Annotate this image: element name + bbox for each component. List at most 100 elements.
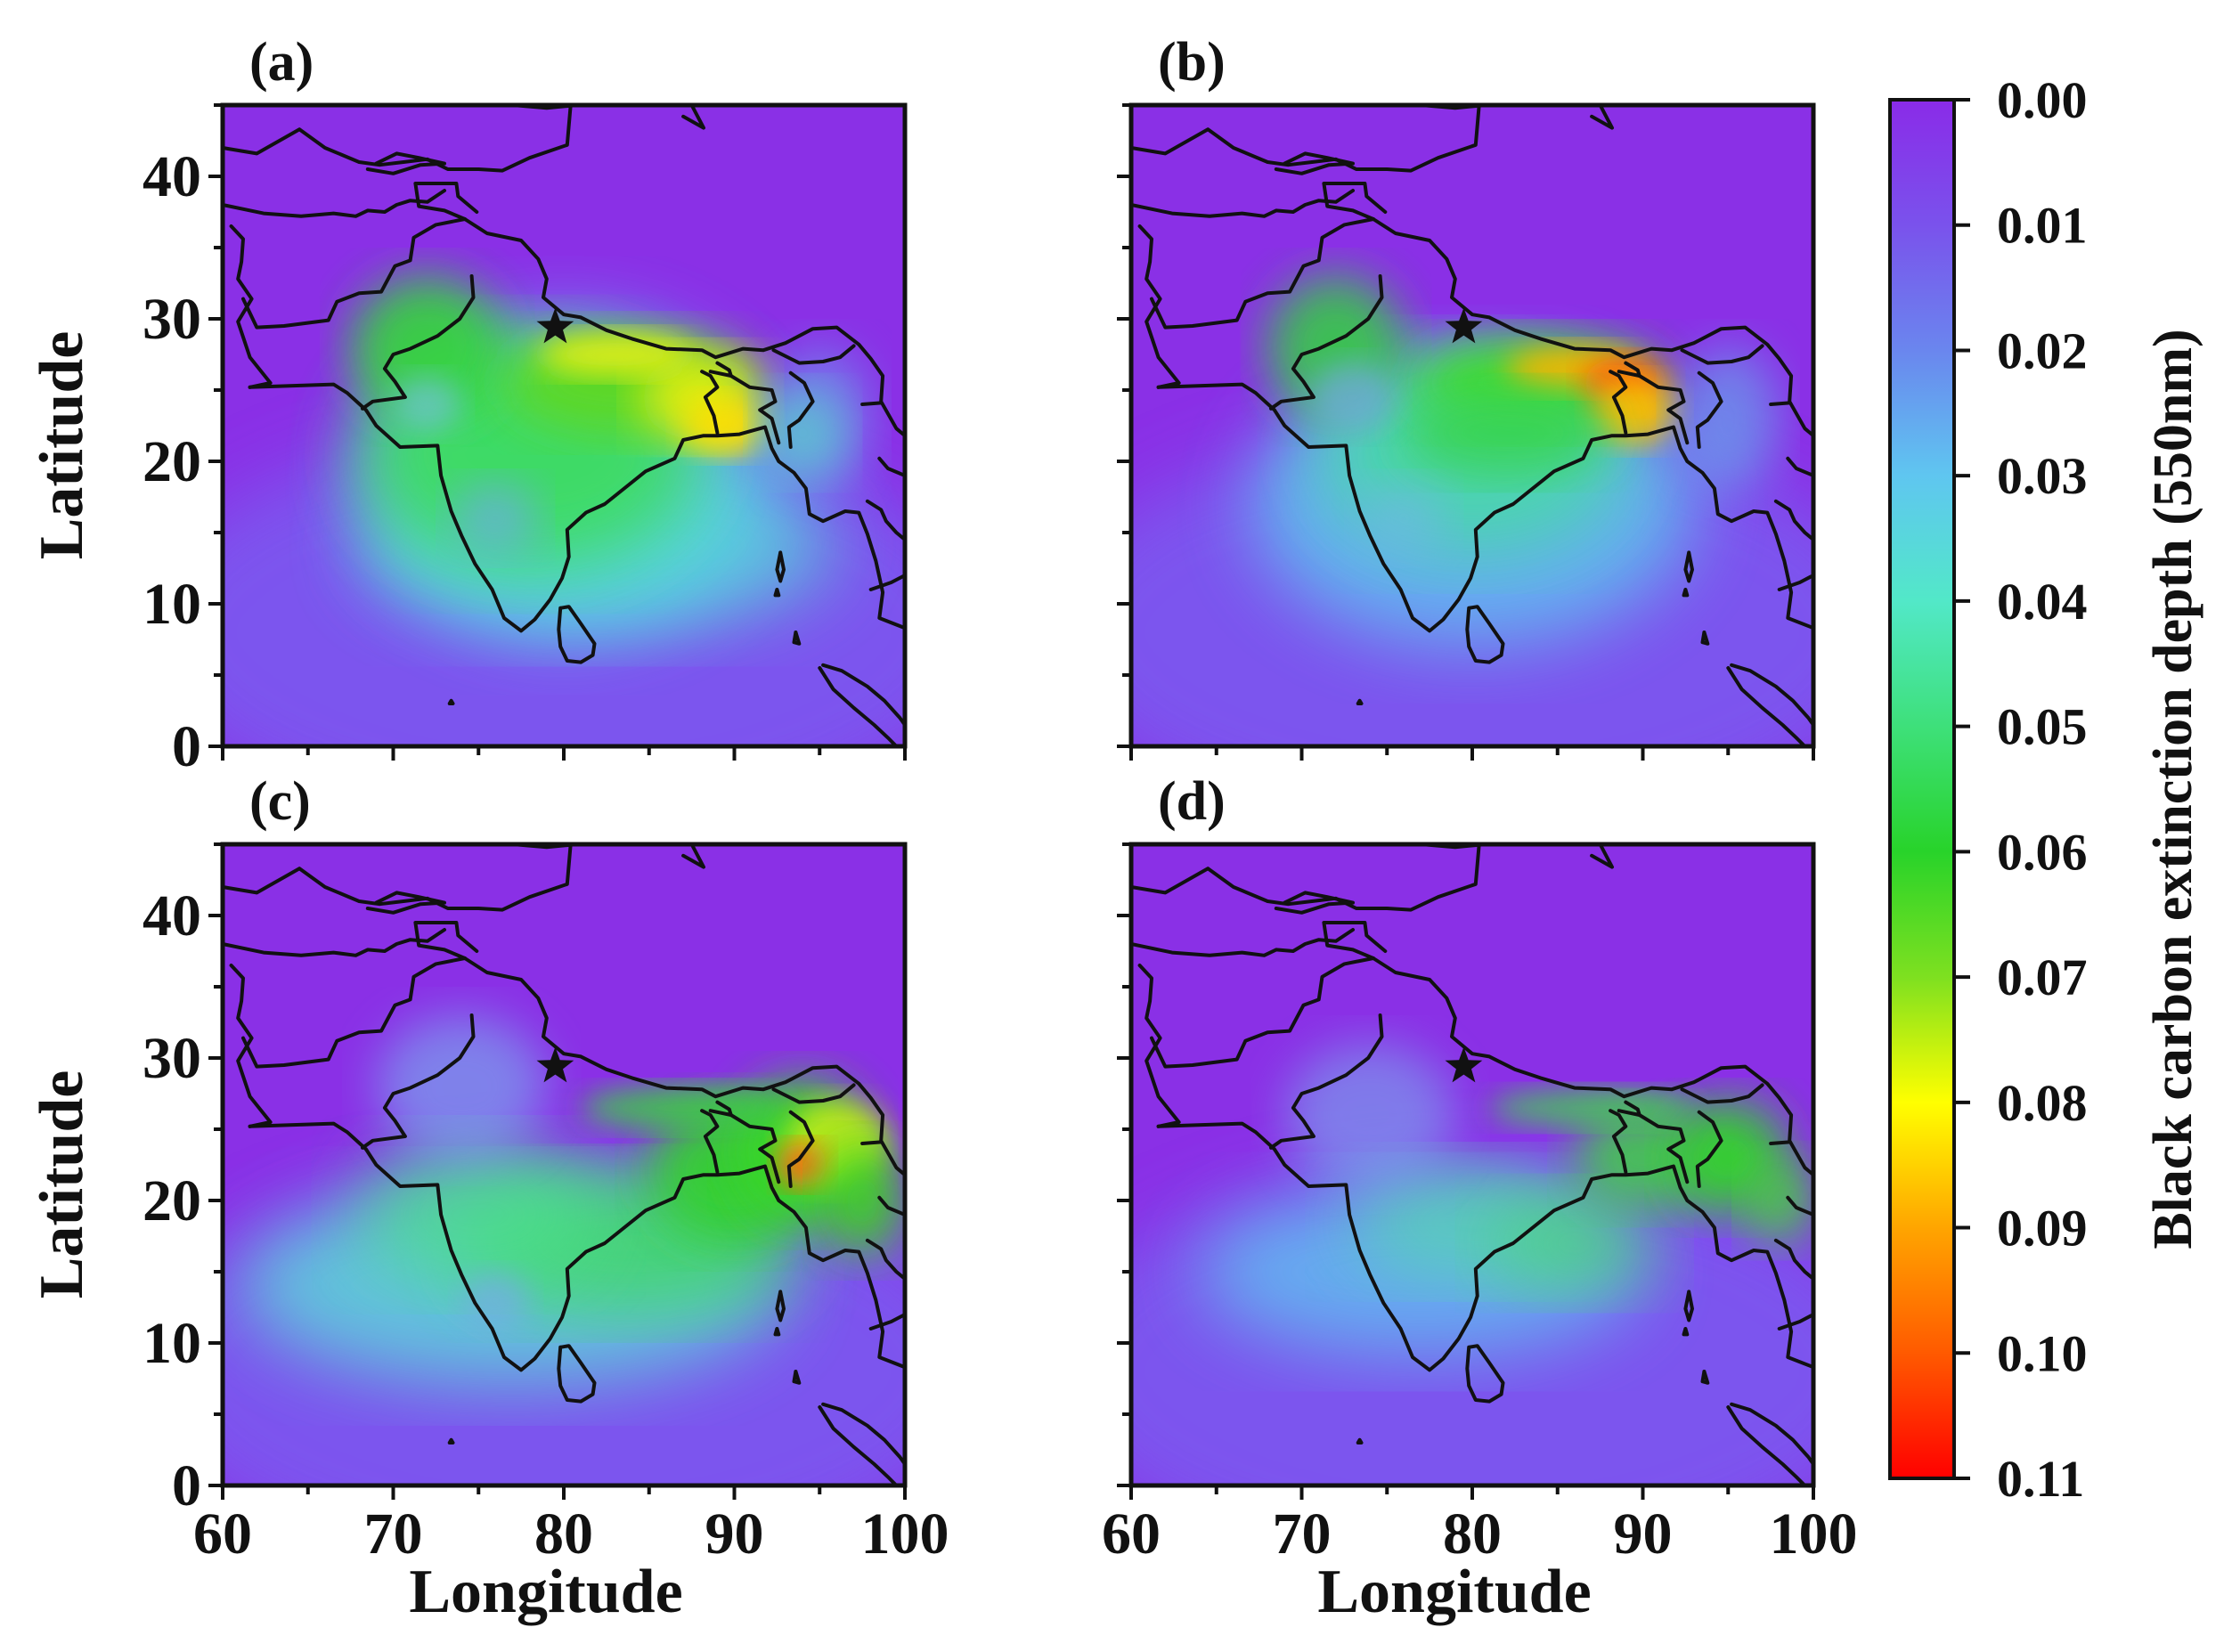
border-line xyxy=(1269,1013,1384,1150)
y-axis-label: Latitude xyxy=(28,331,96,560)
border-line xyxy=(1322,921,1388,960)
border-line xyxy=(865,1238,905,1281)
map-panel-d: (d) 60 70 80 90 100 Longitude xyxy=(1102,771,1858,1626)
border-line xyxy=(868,1313,905,1331)
x-tick-label: 100 xyxy=(861,1501,949,1567)
border-line xyxy=(1700,631,1710,646)
concentration-blob xyxy=(819,1143,905,1257)
border-line xyxy=(792,1370,802,1385)
border-line xyxy=(708,1100,733,1117)
concentration-blob xyxy=(461,1272,530,1329)
concentration-blob xyxy=(683,397,769,454)
border-line xyxy=(792,631,802,646)
concentration-blob xyxy=(1592,378,1677,444)
border-line xyxy=(681,105,705,130)
border-line xyxy=(248,382,905,633)
border-line xyxy=(877,456,905,477)
border-line xyxy=(700,1109,720,1174)
border-line xyxy=(1730,1402,1813,1466)
border-line xyxy=(223,928,446,957)
border-line xyxy=(557,1344,597,1404)
border-line xyxy=(1131,844,1481,912)
border-line xyxy=(462,956,905,1177)
border-line xyxy=(708,361,733,378)
concentration-blob xyxy=(452,483,539,554)
border-line xyxy=(771,344,856,365)
colorbar-tick-label: 0.08 xyxy=(1997,1074,2088,1132)
axis-ticks xyxy=(1117,842,1815,1500)
border-line xyxy=(1777,1313,1813,1331)
border-line xyxy=(868,574,905,591)
border-line xyxy=(773,588,781,598)
y-tick-label: 40 xyxy=(143,883,201,948)
border-line xyxy=(1683,550,1694,583)
border-line xyxy=(1726,1405,1807,1485)
border-line xyxy=(1356,698,1364,705)
colorbar-gradient xyxy=(1888,98,1956,1480)
border-line xyxy=(860,401,884,406)
map-panel-b: (b) xyxy=(1117,32,1816,761)
border-line xyxy=(1590,844,1614,869)
border-line xyxy=(1683,1290,1694,1322)
border-line xyxy=(1682,1327,1690,1337)
border-line xyxy=(447,1437,455,1444)
concentration-blob xyxy=(1676,347,1780,490)
border-line xyxy=(865,499,905,541)
border-line xyxy=(413,182,479,221)
border-line xyxy=(1773,1238,1813,1281)
border-line xyxy=(365,891,446,915)
y-tick-label: 10 xyxy=(143,572,201,637)
border-line xyxy=(700,370,720,435)
colorbar-tick-label: 0.02 xyxy=(1997,321,2088,379)
panel-label-b: (b) xyxy=(1158,32,1226,93)
colorbar-label: Black carbon extinction depth (550nm) xyxy=(2143,329,2203,1249)
border-line xyxy=(223,105,573,173)
border-line xyxy=(818,666,899,746)
x-tick-label: 90 xyxy=(705,1501,764,1567)
colorbar-tick-label: 0.00 xyxy=(1997,71,2088,129)
border-line xyxy=(413,921,479,960)
y-tick-label: 10 xyxy=(143,1311,201,1376)
border-line xyxy=(241,217,467,330)
border-line xyxy=(1777,574,1813,591)
border-line xyxy=(1274,151,1355,175)
x-tick-label: 90 xyxy=(1614,1501,1673,1567)
x-tick-label: 70 xyxy=(1273,1501,1332,1567)
x-tick-label: 100 xyxy=(1770,1501,1858,1567)
panel-label-d: (d) xyxy=(1158,771,1226,832)
border-line xyxy=(1637,374,1690,445)
map-panels: (a) 0 10 20 30 40 Latitude (b) (c) 0 10 20 30 40 60 70 8… xyxy=(28,32,1858,1626)
map-panel-a: (a) 0 10 20 30 40 Latitude xyxy=(28,32,908,779)
border-line xyxy=(1131,105,1481,173)
axis-ticks xyxy=(1117,103,1815,761)
border-line xyxy=(1371,956,1813,1177)
border-line xyxy=(361,1013,476,1150)
x-tick-label: 80 xyxy=(534,1501,593,1567)
border-line xyxy=(1773,499,1813,541)
axis-ticks xyxy=(208,103,907,761)
extinction-field-c xyxy=(223,844,905,1485)
panel-label-c: (c) xyxy=(249,771,311,832)
border-line xyxy=(1609,370,1628,435)
colorbar-tick-label: 0.01 xyxy=(1997,197,2088,255)
border-line xyxy=(1150,217,1375,330)
border-line xyxy=(775,550,786,583)
border-line xyxy=(1131,189,1355,218)
border-line xyxy=(447,698,455,705)
border-line xyxy=(786,1110,815,1188)
border-line xyxy=(1465,1344,1505,1404)
colorbar: 0.00 0.01 0.02 0.03 0.04 0.05 0.06 0.07 0.08 0.09… xyxy=(1888,71,2203,1508)
y-tick-label: 30 xyxy=(143,1026,201,1091)
colorbar-tick-label: 0.05 xyxy=(1997,698,2088,756)
border-line xyxy=(771,1083,856,1104)
border-line xyxy=(818,1405,899,1485)
y-tick-label: 0 xyxy=(172,1453,201,1518)
country-borders xyxy=(223,105,905,746)
star-icon xyxy=(1445,1046,1483,1083)
colorbar-tick-label: 0.07 xyxy=(1997,948,2088,1006)
border-line xyxy=(1617,1100,1641,1117)
extinction-field-d xyxy=(1131,844,1813,1485)
extinction-field-b xyxy=(1131,105,1813,746)
colorbar-tick-label: 0.04 xyxy=(1997,573,2088,631)
border-line xyxy=(1700,1370,1710,1385)
